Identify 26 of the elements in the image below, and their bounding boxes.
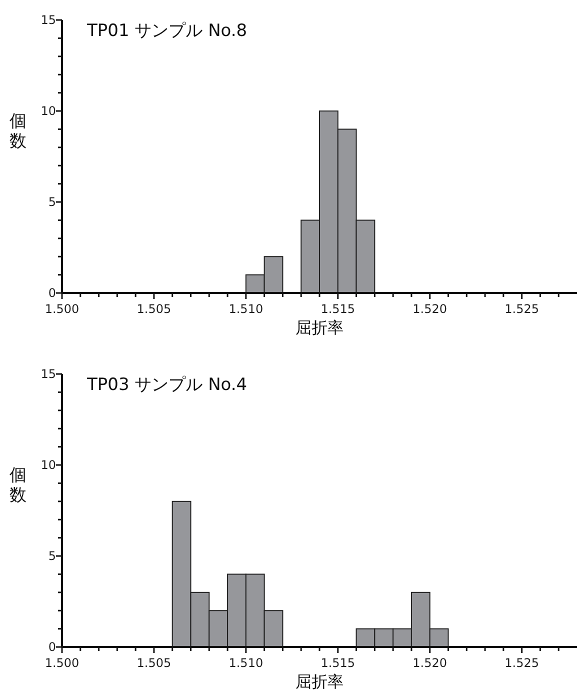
y-tick-label: 10 — [40, 104, 56, 118]
x-axis-title: 屈折率 — [296, 672, 344, 691]
y-tick-label: 15 — [40, 13, 56, 27]
x-tick-label: 1.520 — [412, 302, 448, 316]
x-tick-label: 1.500 — [44, 302, 80, 316]
x-tick-label: 1.515 — [320, 302, 356, 316]
y-axis-title: 個数 — [10, 112, 26, 152]
x-tick-label: 1.510 — [228, 302, 264, 316]
y-tick-label: 5 — [48, 195, 56, 209]
chart-title: TP01 サンプル No.8 — [86, 21, 248, 41]
x-tick-label: 1.505 — [136, 302, 172, 316]
x-tick-label: 1.515 — [320, 656, 356, 670]
x-tick-label: 1.510 — [228, 656, 264, 670]
x-tick-label: 1.505 — [136, 656, 172, 670]
x-tick-label: 1.525 — [504, 302, 539, 316]
chart-title: TP03 サンプル No.4 — [86, 375, 248, 395]
y-tick-label: 0 — [48, 640, 56, 654]
y-tick-label: 10 — [40, 458, 56, 472]
x-tick-label: 1.525 — [504, 656, 539, 670]
y-tick-label: 0 — [48, 286, 56, 300]
x-tick-label: 1.500 — [44, 656, 80, 670]
y-tick-label: 5 — [48, 549, 56, 563]
x-axis-title: 屈折率 — [296, 318, 344, 337]
y-tick-label: 15 — [40, 367, 56, 381]
y-axis-title: 個数 — [10, 466, 26, 506]
x-tick-label: 1.520 — [412, 656, 448, 670]
